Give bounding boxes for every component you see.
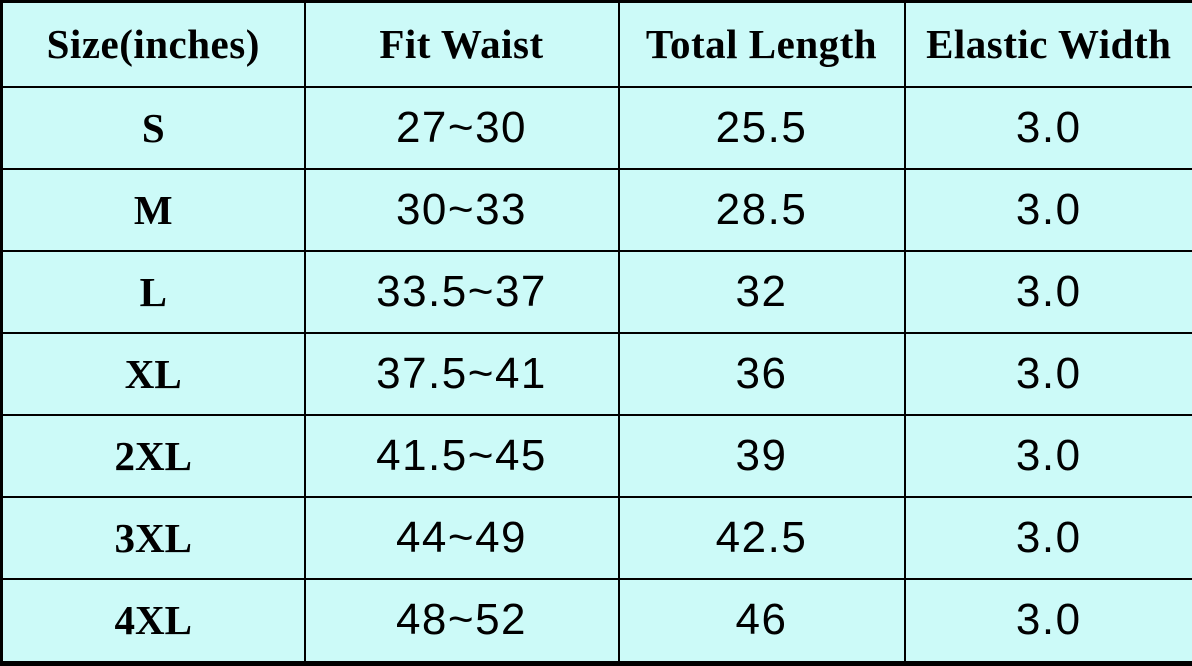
total-length-value: 25.5 xyxy=(617,85,906,170)
column-header-fit-waist: Fit Waist xyxy=(303,0,620,88)
column-header-elastic-width: Elastic Width xyxy=(903,0,1192,88)
table-row-3xl: 3XL 44~49 42.5 3.0 xyxy=(0,495,1192,580)
total-length-value: 36 xyxy=(617,331,906,416)
elastic-width-value: 3.0 xyxy=(903,331,1192,416)
size-label: L xyxy=(0,249,306,334)
fit-waist-value: 27~30 xyxy=(303,85,620,170)
size-label: 2XL xyxy=(0,413,306,498)
size-label: XL xyxy=(0,331,306,416)
total-length-value: 39 xyxy=(617,413,906,498)
elastic-width-value: 3.0 xyxy=(903,413,1192,498)
elastic-width-value: 3.0 xyxy=(903,167,1192,252)
table-row-m: M 30~33 28.5 3.0 xyxy=(0,167,1192,252)
column-header-size: Size(inches) xyxy=(0,0,306,88)
elastic-width-value: 3.0 xyxy=(903,495,1192,580)
fit-waist-value: 44~49 xyxy=(303,495,620,580)
total-length-value: 46 xyxy=(617,577,906,665)
elastic-width-value: 3.0 xyxy=(903,85,1192,170)
elastic-width-value: 3.0 xyxy=(903,577,1192,665)
size-label: 3XL xyxy=(0,495,306,580)
size-label: M xyxy=(0,167,306,252)
fit-waist-value: 37.5~41 xyxy=(303,331,620,416)
header-row: Size(inches) Fit Waist Total Length Elas… xyxy=(0,0,1192,88)
table-row-2xl: 2XL 41.5~45 39 3.0 xyxy=(0,413,1192,498)
total-length-value: 32 xyxy=(617,249,906,334)
column-header-total-length: Total Length xyxy=(617,0,906,88)
total-length-value: 42.5 xyxy=(617,495,906,580)
fit-waist-value: 48~52 xyxy=(303,577,620,665)
total-length-value: 28.5 xyxy=(617,167,906,252)
size-label: 4XL xyxy=(0,577,306,665)
table-row-l: L 33.5~37 32 3.0 xyxy=(0,249,1192,334)
table-row-s: S 27~30 25.5 3.0 xyxy=(0,85,1192,170)
elastic-width-value: 3.0 xyxy=(903,249,1192,334)
table-row-xl: XL 37.5~41 36 3.0 xyxy=(0,331,1192,416)
size-label: S xyxy=(0,85,306,170)
fit-waist-value: 41.5~45 xyxy=(303,413,620,498)
fit-waist-value: 30~33 xyxy=(303,167,620,252)
fit-waist-value: 33.5~37 xyxy=(303,249,620,334)
table-row-4xl: 4XL 48~52 46 3.0 xyxy=(0,577,1192,665)
